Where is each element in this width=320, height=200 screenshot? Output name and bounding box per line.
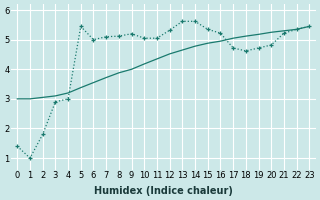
X-axis label: Humidex (Indice chaleur): Humidex (Indice chaleur): [94, 186, 233, 196]
